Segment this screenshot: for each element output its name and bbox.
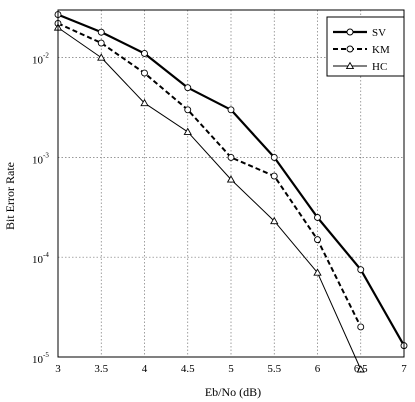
data-point-hc: [356, 365, 365, 373]
data-point-hc: [97, 53, 106, 61]
legend-marker: [345, 61, 355, 70]
data-point-sv: [97, 28, 105, 36]
legend-label: SV: [372, 27, 386, 39]
x-tick-label: 7: [401, 363, 407, 375]
data-point-sv: [357, 266, 365, 274]
y-tick-label: 10-2: [32, 52, 49, 67]
series-line-hc: [57, 27, 362, 370]
legend-box: [326, 16, 405, 77]
x-tick-label: 4.5: [181, 363, 195, 375]
data-point-km: [184, 106, 192, 114]
x-tick-label: 4: [142, 363, 148, 375]
data-point-km: [270, 172, 278, 180]
legend-item-sv: SV: [333, 27, 386, 39]
data-point-km: [357, 323, 365, 331]
y-axis-label: Bit Error Rate: [3, 162, 17, 230]
series-sv: [54, 11, 408, 350]
x-tick-label: 5: [228, 363, 234, 375]
legend-item-km: KM: [333, 44, 390, 56]
series-layer: [53, 11, 408, 373]
data-point-km: [314, 236, 321, 244]
data-point-sv: [141, 50, 148, 57]
data-point-sv: [270, 153, 278, 161]
x-tick-label: 3.5: [94, 363, 108, 375]
legend-marker: [346, 28, 354, 36]
legend-item-hc: HC: [333, 61, 387, 73]
series-hc: [53, 23, 365, 373]
data-point-km: [97, 39, 105, 47]
x-tick-label: 6: [315, 363, 321, 375]
legend-label: HC: [372, 61, 387, 73]
data-point-hc: [226, 175, 236, 183]
series-km: [54, 19, 365, 331]
data-point-hc: [140, 98, 149, 107]
x-tick-label: 3: [55, 363, 61, 375]
data-point-km: [141, 69, 148, 77]
legend-marker: [346, 45, 354, 53]
y-tick-label: 10-3: [32, 151, 49, 166]
legend: SV KM HC: [326, 16, 405, 77]
series-line-km: [57, 22, 362, 328]
data-point-sv: [184, 84, 192, 92]
x-tick-label: 6.5: [354, 363, 368, 375]
legend-label: KM: [372, 44, 390, 56]
data-point-hc: [183, 127, 192, 135]
data-point-km: [227, 153, 235, 161]
y-tick-labels: 10-5 10-4 10-3 10-2: [32, 52, 49, 366]
data-point-hc: [313, 268, 322, 276]
plot-frame: [57, 9, 405, 358]
y-tick-label: 10-5: [32, 351, 49, 366]
data-point-hc: [270, 216, 279, 225]
x-tick-label: 5.5: [267, 363, 281, 375]
y-tick-label: 10-4: [32, 251, 49, 266]
data-point-sv: [314, 214, 321, 221]
x-axis-label: Eb/No (dB): [205, 385, 261, 399]
x-tick-labels: 3 3.5 4 4.5 5 5.5 6 6.5 7: [55, 363, 407, 375]
data-point-sv: [227, 106, 235, 114]
